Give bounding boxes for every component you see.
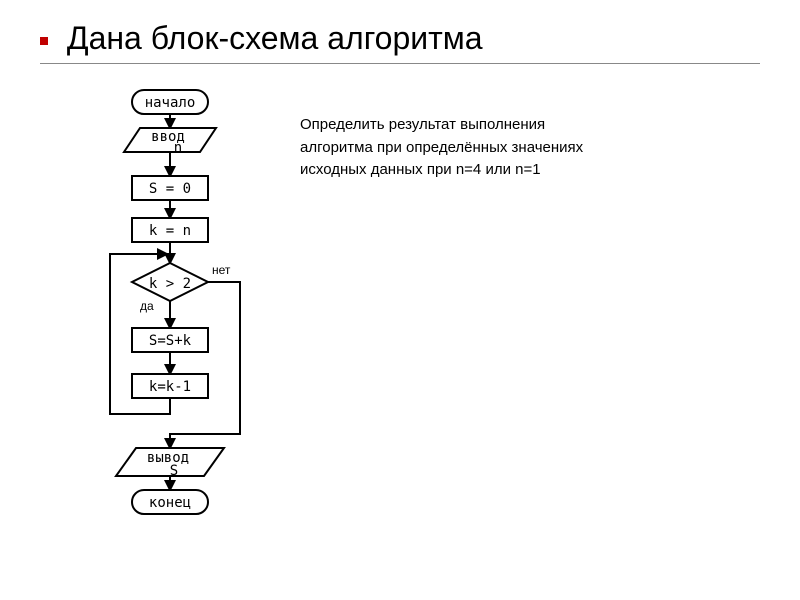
- title-bullet-icon: [40, 37, 48, 45]
- node-kn-label: k = n: [149, 223, 191, 239]
- node-end-label: конец: [149, 495, 191, 511]
- flowchart-svg: начало ввод n S = 0 k = n k > 2: [40, 84, 260, 534]
- node-output-label2: S: [170, 463, 178, 479]
- node-input-label2: n: [174, 140, 182, 156]
- title-text: Дана блок-схема алгоритма: [67, 20, 483, 56]
- edge-dec-output: [170, 282, 240, 448]
- node-s0-label: S = 0: [149, 181, 191, 197]
- node-start-label: начало: [145, 95, 196, 111]
- node-decision-label: k > 2: [149, 276, 191, 292]
- content-row: начало ввод n S = 0 k = n k > 2: [40, 84, 760, 564]
- decision-no-label: нет: [212, 263, 231, 277]
- flowchart-container: начало ввод n S = 0 k = n k > 2: [40, 84, 260, 564]
- node-kk1-label: k=k-1: [149, 379, 191, 395]
- task-description: Определить результат выполнения алгоритм…: [300, 84, 620, 564]
- decision-yes-label: да: [140, 299, 154, 313]
- page-title: Дана блок-схема алгоритма: [40, 20, 760, 64]
- node-output-label1: вывод: [147, 450, 189, 466]
- node-ssk-label: S=S+k: [149, 333, 192, 349]
